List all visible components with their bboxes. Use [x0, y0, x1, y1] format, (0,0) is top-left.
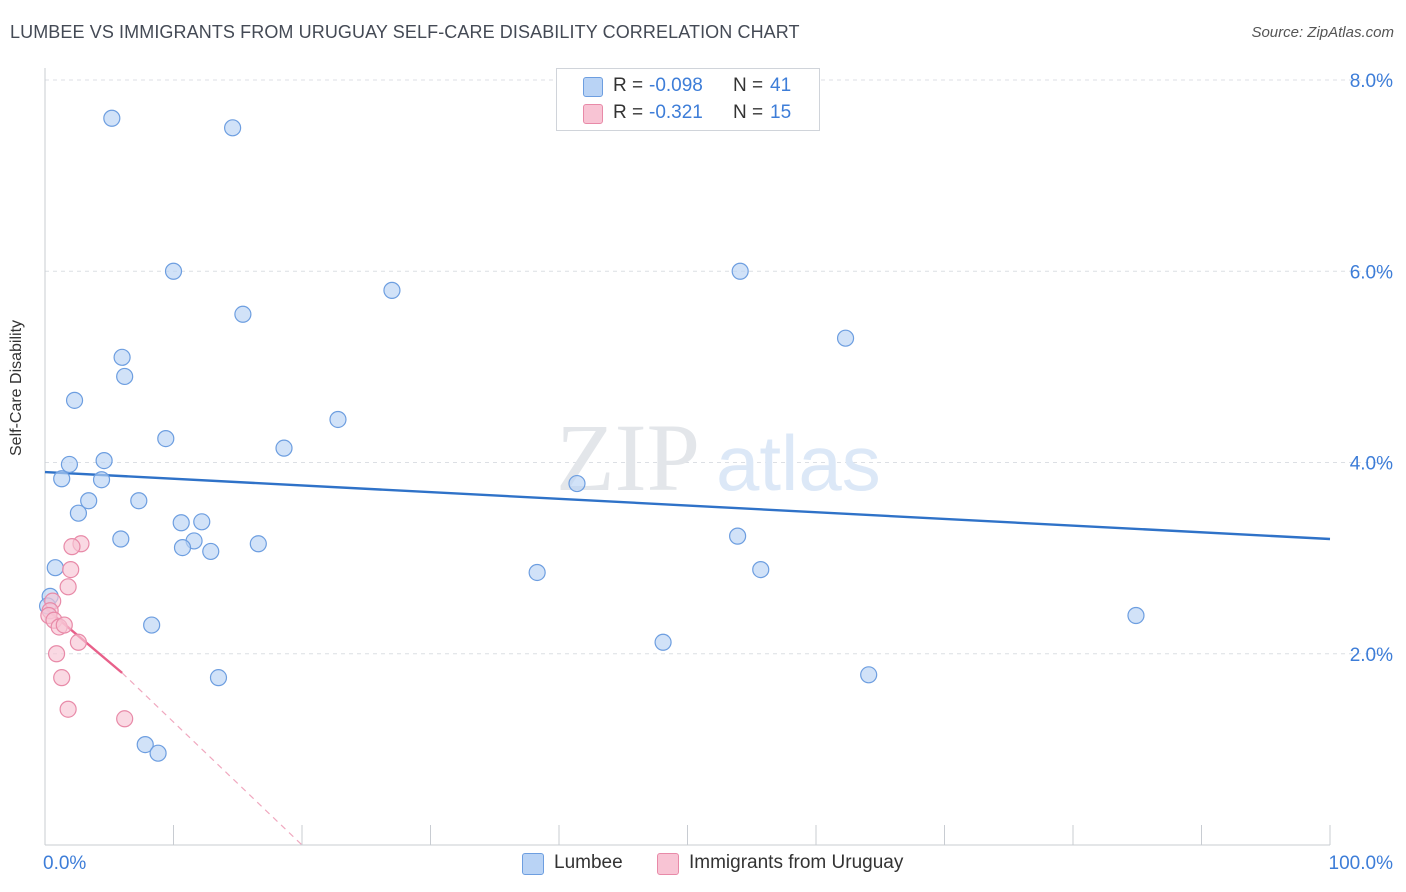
series-swatch-lumbee [522, 853, 544, 875]
chart-title: LUMBEE VS IMMIGRANTS FROM URUGUAY SELF-C… [10, 22, 800, 42]
data-point-lumbee [275, 439, 293, 457]
data-point-lumbee [112, 530, 130, 548]
legend-n-label: N = [733, 102, 764, 123]
trend-line-uruguay-extension [121, 672, 303, 846]
data-point-lumbee [80, 492, 98, 510]
data-point-uruguay [47, 645, 66, 663]
data-point-uruguay [53, 669, 71, 687]
data-point-lumbee [46, 559, 64, 577]
data-point-lumbee [136, 735, 154, 754]
series-name-uruguay: Immigrants from Uruguay [689, 852, 904, 873]
data-point-lumbee [528, 563, 546, 582]
data-point-lumbee [654, 633, 672, 651]
data-point-lumbee [149, 744, 167, 762]
data-point-lumbee [143, 616, 161, 634]
chart-source: Source: ZipAtlas.com [1251, 24, 1394, 41]
data-point-lumbee [103, 109, 121, 127]
data-point-lumbee [164, 262, 183, 280]
trend-lines [44, 470, 1331, 846]
legend-swatch-lumbee [583, 77, 603, 97]
data-point-uruguay [59, 578, 77, 596]
data-point-lumbee [329, 410, 347, 429]
legend-r-label: R = [613, 75, 644, 96]
legend-r-label: R = [613, 102, 644, 123]
data-point-lumbee [568, 474, 586, 493]
legend-n-value: 41 [770, 75, 792, 96]
data-point-lumbee [202, 542, 220, 561]
legend-r-value: -0.098 [649, 75, 703, 96]
y-tick-label: 6.0% [1350, 262, 1393, 283]
data-point-uruguay [55, 616, 73, 634]
data-point-lumbee [95, 451, 113, 470]
y-tick-label: 2.0% [1350, 645, 1393, 666]
series-swatch-uruguay [657, 853, 679, 875]
data-point-uruguay [59, 700, 77, 718]
x-tick-label: 100.0% [1329, 853, 1394, 874]
tick-labels: 2.0% 4.0% 6.0% 8.0% 0.0% 100.0% [43, 71, 1393, 874]
data-point-lumbee [69, 504, 88, 522]
series-name-lumbee: Lumbee [554, 852, 623, 873]
data-point-lumbee [193, 513, 211, 531]
gridlines [45, 79, 1392, 655]
correlation-legend: R = -0.098 N = 41 R = -0.321 N = 15 [556, 68, 820, 131]
data-point-uruguay [63, 538, 81, 556]
data-point-lumbee [1127, 606, 1145, 625]
legend-n-value: 15 [770, 102, 792, 123]
watermark-zip: ZIP [556, 404, 700, 511]
data-point-uruguay [116, 710, 134, 728]
legend-swatch-uruguay [583, 104, 603, 124]
legend-n-label: N = [733, 75, 764, 96]
data-point-lumbee [92, 471, 111, 489]
data-point-lumbee [209, 669, 228, 687]
data-point-lumbee [234, 305, 252, 323]
data-point-lumbee [731, 262, 749, 280]
y-tick-label: 4.0% [1350, 454, 1393, 475]
watermark: ZIP atlas [556, 404, 881, 511]
x-tick-label: 0.0% [43, 853, 86, 874]
data-point-lumbee [65, 391, 84, 409]
data-point-lumbee [249, 535, 267, 553]
data-point-lumbee [116, 367, 134, 386]
data-point-lumbee [173, 539, 192, 557]
data-point-lumbee [729, 527, 747, 545]
data-point-lumbee [860, 666, 878, 684]
axes [44, 68, 1331, 846]
data-point-lumbee [53, 470, 71, 488]
data-point-lumbee [383, 281, 401, 299]
data-point-lumbee [130, 492, 148, 510]
watermark-atlas: atlas [716, 419, 881, 507]
data-point-uruguay [69, 633, 88, 651]
data-point-uruguay [62, 560, 80, 579]
data-point-lumbee [752, 560, 770, 579]
data-point-lumbee [60, 455, 79, 474]
data-point-lumbee [172, 514, 190, 532]
data-points [38, 109, 1145, 762]
trend-line-lumbee [44, 470, 1331, 541]
y-tick-label: 8.0% [1350, 71, 1393, 92]
data-point-lumbee [157, 429, 175, 448]
data-point-lumbee [224, 119, 242, 137]
data-point-lumbee [113, 348, 131, 366]
data-point-lumbee [836, 329, 855, 347]
legend-r-value: -0.321 [649, 102, 703, 123]
